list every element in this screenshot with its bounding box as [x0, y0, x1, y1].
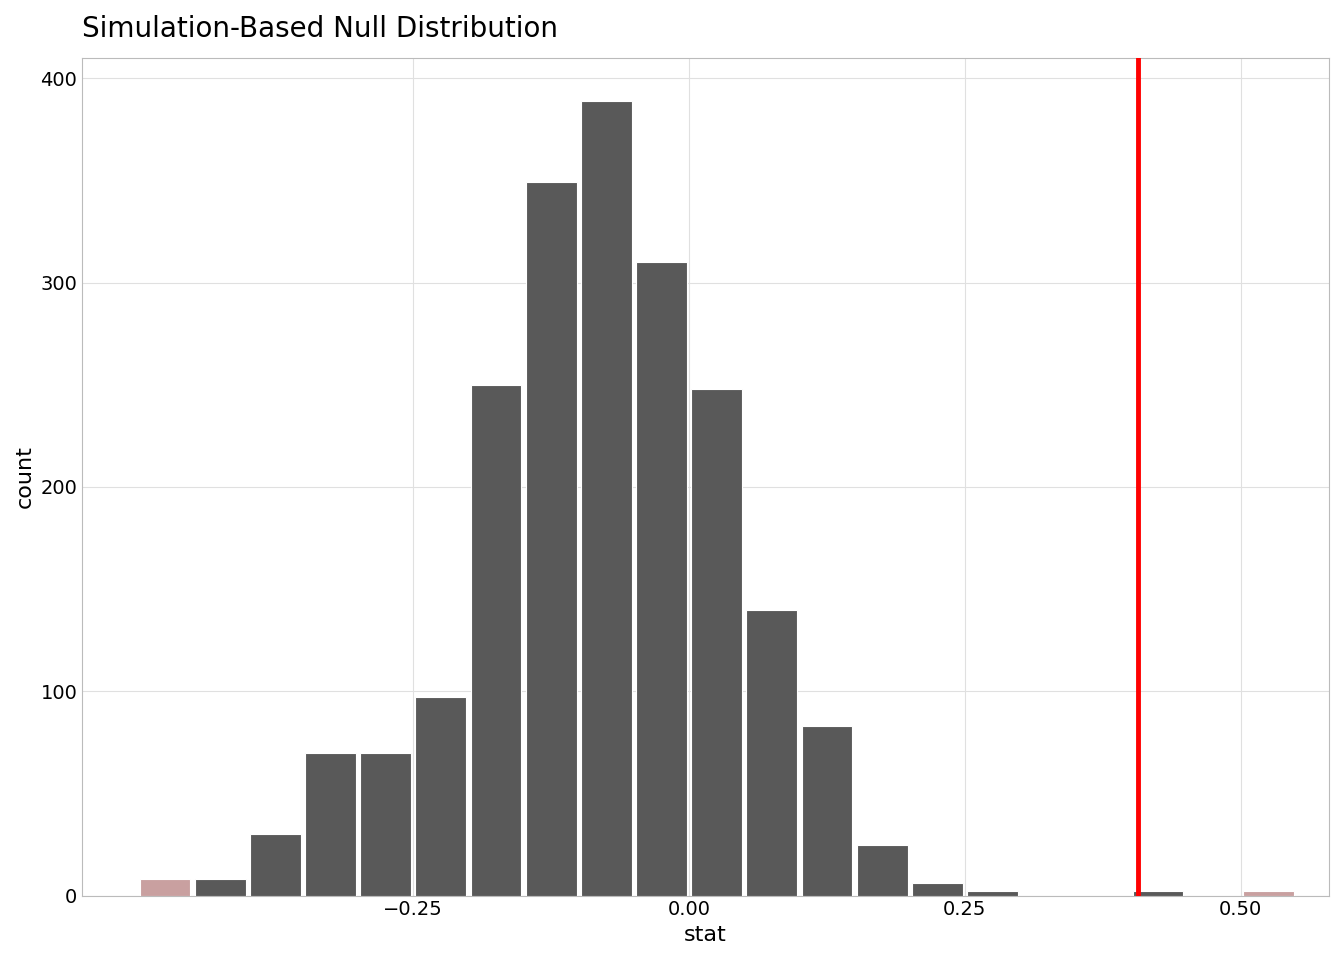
- Bar: [415, 697, 466, 896]
- Bar: [913, 883, 962, 896]
- Bar: [360, 753, 411, 896]
- Bar: [691, 389, 742, 896]
- Bar: [305, 753, 356, 896]
- Bar: [250, 834, 301, 896]
- Text: Simulation-Based Null Distribution: Simulation-Based Null Distribution: [82, 15, 558, 43]
- Bar: [1133, 892, 1183, 896]
- Bar: [636, 262, 687, 896]
- Y-axis label: count: count: [15, 445, 35, 508]
- Bar: [140, 879, 191, 896]
- X-axis label: stat: stat: [684, 925, 727, 945]
- Bar: [470, 385, 521, 896]
- Bar: [801, 726, 852, 896]
- Bar: [856, 845, 907, 896]
- Bar: [1243, 892, 1294, 896]
- Bar: [195, 879, 246, 896]
- Bar: [746, 610, 797, 896]
- Bar: [581, 101, 632, 896]
- Bar: [526, 182, 577, 896]
- Bar: [968, 892, 1017, 896]
